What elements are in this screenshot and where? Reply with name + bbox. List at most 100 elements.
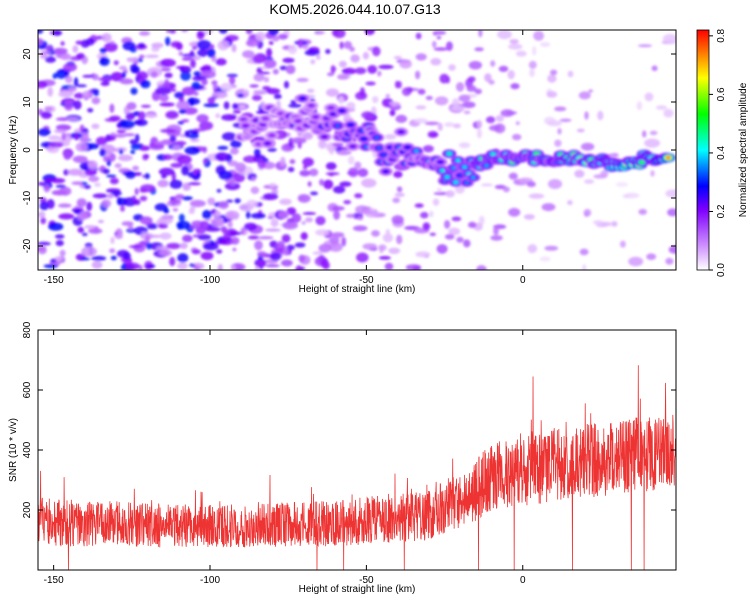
noise-blob [437,122,443,132]
noise-blob [365,81,376,86]
noise-blob [114,234,123,240]
noise-blob [92,193,108,199]
noise-blob [497,30,512,40]
noise-blob [392,197,401,204]
noise-blob [255,31,266,42]
noise-blob [72,155,88,163]
noise-blob [58,203,72,208]
signal-blob [300,97,305,100]
noise-blob [649,130,658,136]
spectrogram-x-label: Height of straight line (km) [299,284,416,295]
noise-blob [433,47,448,51]
noise-blob [200,251,214,261]
noise-blob [448,64,456,71]
noise-blob [665,257,674,265]
noise-blob [58,90,73,98]
noise-blob [211,91,228,99]
noise-blob [60,41,65,46]
noise-blob [325,162,337,171]
noise-blob [86,201,93,211]
noise-blob [53,129,67,134]
noise-blob [279,65,288,71]
noise-blob [307,181,312,187]
noise-blob [106,174,117,178]
noise-blob [218,170,233,180]
x-tick-label: -150 [44,275,64,286]
noise-blob [50,259,57,263]
noise-blob [414,203,424,208]
noise-blob [229,75,236,85]
noise-blob [125,112,135,120]
noise-blob [343,41,352,50]
noise-blob [328,242,343,252]
noise-blob [191,81,201,90]
noise-blob [178,108,186,114]
noise-blob [116,249,130,258]
noise-blob [166,242,182,250]
noise-blob [137,42,146,49]
noise-blob [281,259,293,267]
noise-blob [287,44,298,55]
noise-blob [84,168,97,177]
noise-blob [202,158,208,164]
noise-blob [217,263,223,270]
noise-blob [540,42,551,47]
noise-blob [170,41,182,48]
noise-blob [337,74,349,80]
noise-blob [270,252,282,261]
noise-blob [396,234,403,245]
noise-blob [98,77,113,82]
signal-blob [381,153,386,157]
noise-blob [458,142,471,149]
noise-blob [622,193,632,199]
noise-blob [378,256,391,260]
noise-blob [385,93,390,98]
noise-blob [258,236,274,240]
noise-blob [110,255,117,261]
signal-blob [445,175,450,179]
noise-blob [221,132,237,141]
noise-blob [382,233,394,243]
noise-blob [462,101,476,109]
noise-blob [134,187,139,196]
noise-blob [272,68,279,75]
noise-blob [155,87,171,95]
noise-blob [396,186,403,193]
noise-blob [176,100,190,110]
noise-blob [278,33,288,40]
noise-blob [76,53,85,60]
noise-blob [130,144,142,150]
figure-title: KOM5.2026.044.10.07.G13 [269,1,440,17]
noise-blob [343,200,352,205]
noise-blob [273,93,282,100]
noise-blob [210,44,215,50]
noise-blob [310,59,316,65]
noise-blob [199,121,214,131]
noise-blob [146,223,158,230]
noise-blob [39,201,49,211]
noise-blob [326,88,339,97]
noise-blob [583,208,592,217]
noise-blob [249,84,259,88]
noise-blob [582,264,587,270]
noise-blob [81,246,97,257]
noise-blob [159,102,175,107]
noise-blob [611,152,619,157]
noise-blob [663,108,674,118]
noise-blob [523,214,535,220]
noise-blob [257,251,267,257]
noise-blob [150,71,158,78]
noise-blob [268,183,277,188]
noise-blob [184,131,190,138]
noise-blob [230,237,240,245]
noise-blob [138,54,145,59]
noise-blob [611,221,618,227]
noise-blob [315,229,330,236]
noise-blob [642,130,647,138]
signal-blob [278,112,283,115]
signal-blob [390,158,395,161]
noise-blob [164,78,170,89]
snr-plot-area [38,365,676,570]
noise-blob [377,70,382,77]
noise-blob [99,56,110,66]
